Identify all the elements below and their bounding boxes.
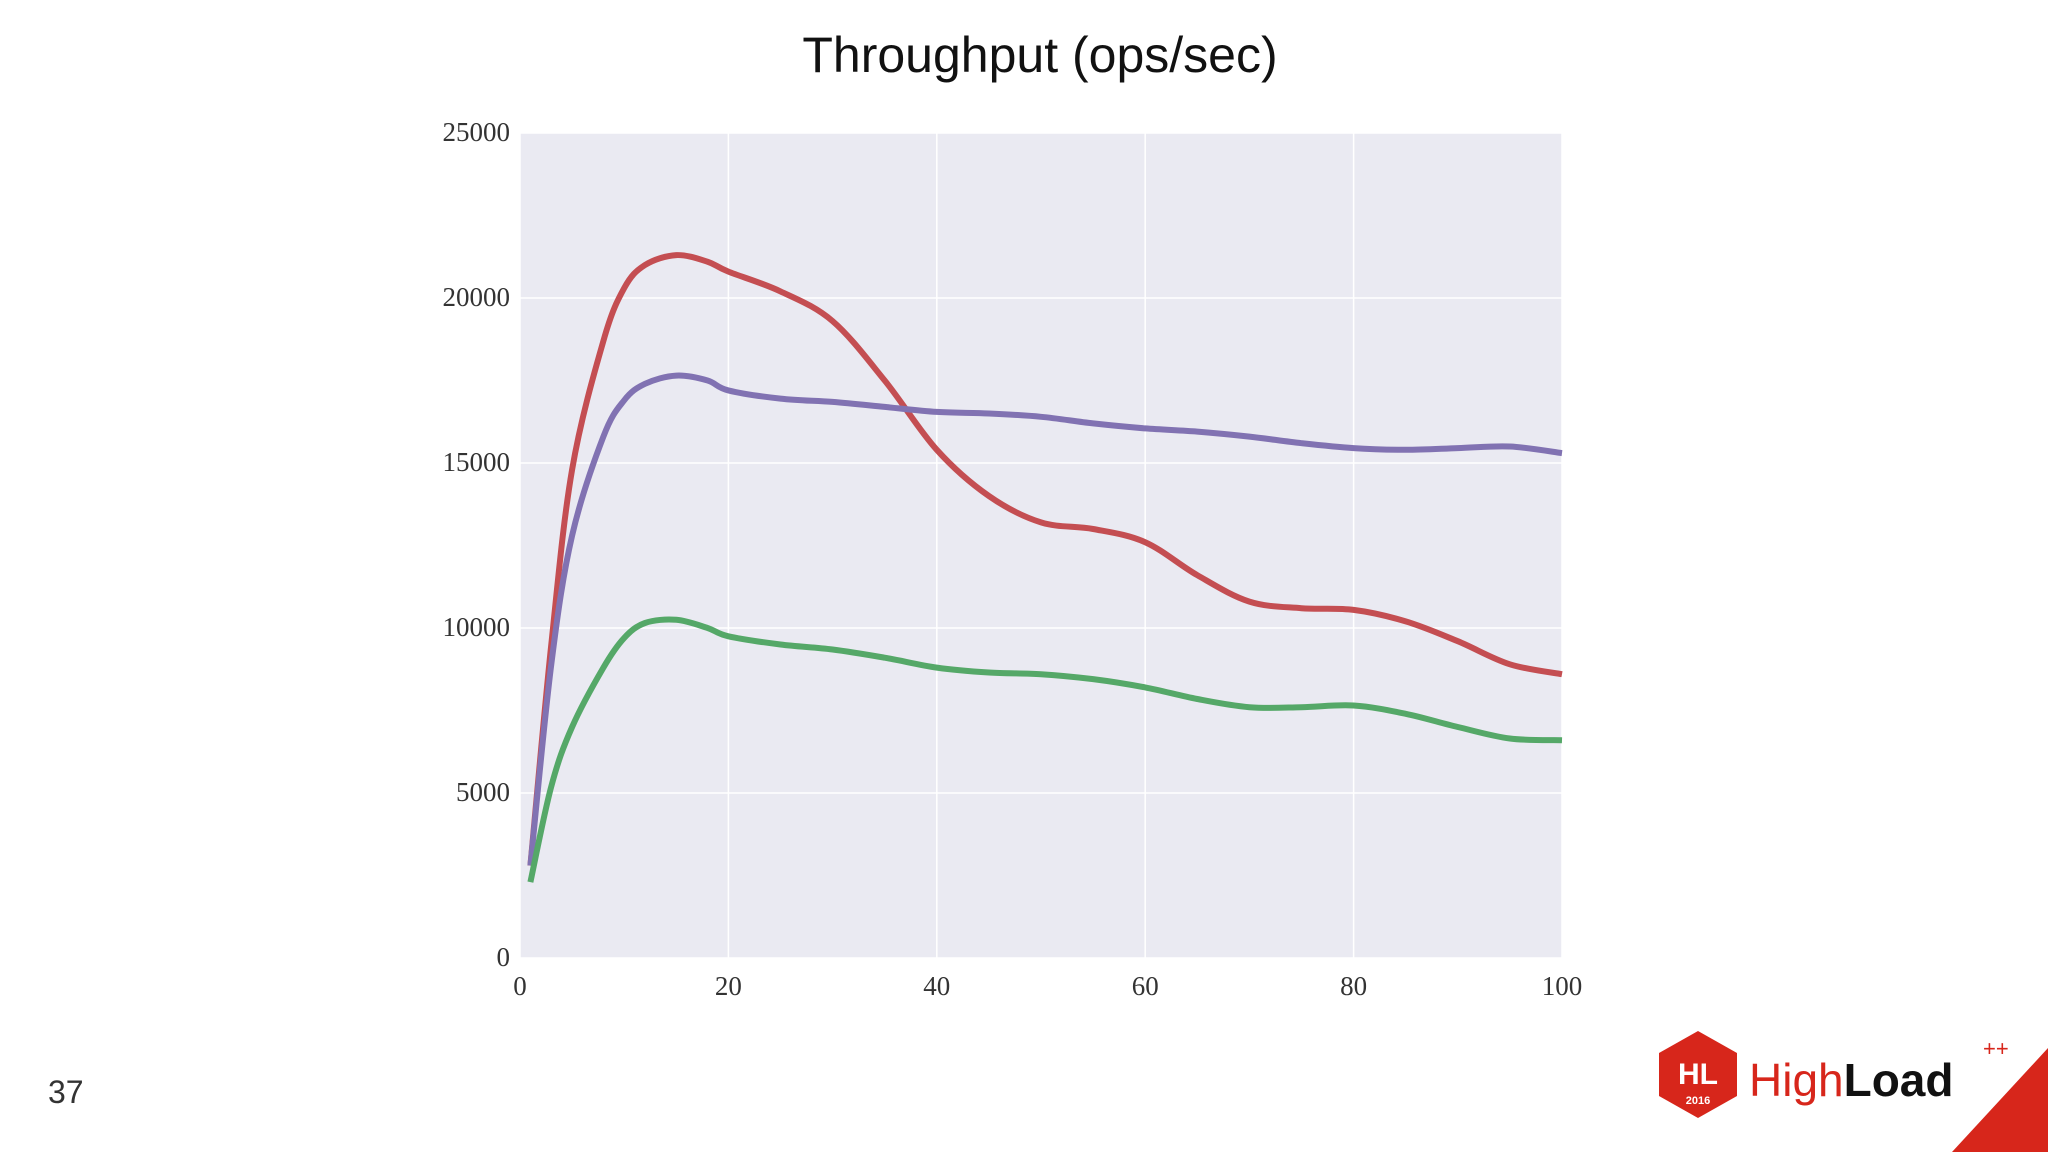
x-tick-label: 40 <box>923 971 950 1001</box>
series-line-2 <box>527 372 1563 866</box>
grid-lines <box>519 132 1563 959</box>
series-line-3 <box>527 616 1563 883</box>
logo-prefix: High <box>1749 1054 1844 1106</box>
logo-wordmark: HighLoad <box>1749 1054 1954 1106</box>
x-tick-label: 60 <box>1132 971 1159 1001</box>
series-line-1 <box>527 252 1563 866</box>
logo-superscript: ++ <box>1983 1036 2009 1061</box>
highload-logo: HL 2016 HighLoad ++ <box>1659 1031 2009 1118</box>
x-tick-label: 20 <box>715 971 742 1001</box>
y-tick-label: 15000 <box>443 447 511 477</box>
x-tick-label: 0 <box>513 971 527 1001</box>
logo-suffix: Load <box>1844 1054 1954 1106</box>
page-number: 37 <box>48 1074 84 1110</box>
x-tick-label: 80 <box>1340 971 1367 1001</box>
y-tick-label: 10000 <box>443 612 511 642</box>
y-tick-label: 20000 <box>443 282 511 312</box>
logo-badge-icon <box>1659 1031 1737 1118</box>
x-tick-label: 100 <box>1542 971 1583 1001</box>
series-lines <box>527 252 1563 883</box>
y-tick-label: 5000 <box>456 777 510 807</box>
y-tick-label: 0 <box>497 942 511 972</box>
logo-badge-year: 2016 <box>1686 1095 1710 1107</box>
y-tick-label: 25000 <box>443 117 511 147</box>
logo-badge-letters: HL <box>1678 1058 1718 1091</box>
axis-ticks: 0 20 40 60 80 100 0 5000 10000 15000 20000 25000 <box>443 117 1583 1001</box>
plot-area <box>520 133 1562 958</box>
chart-title: Throughput (ops/sec) <box>802 27 1278 83</box>
